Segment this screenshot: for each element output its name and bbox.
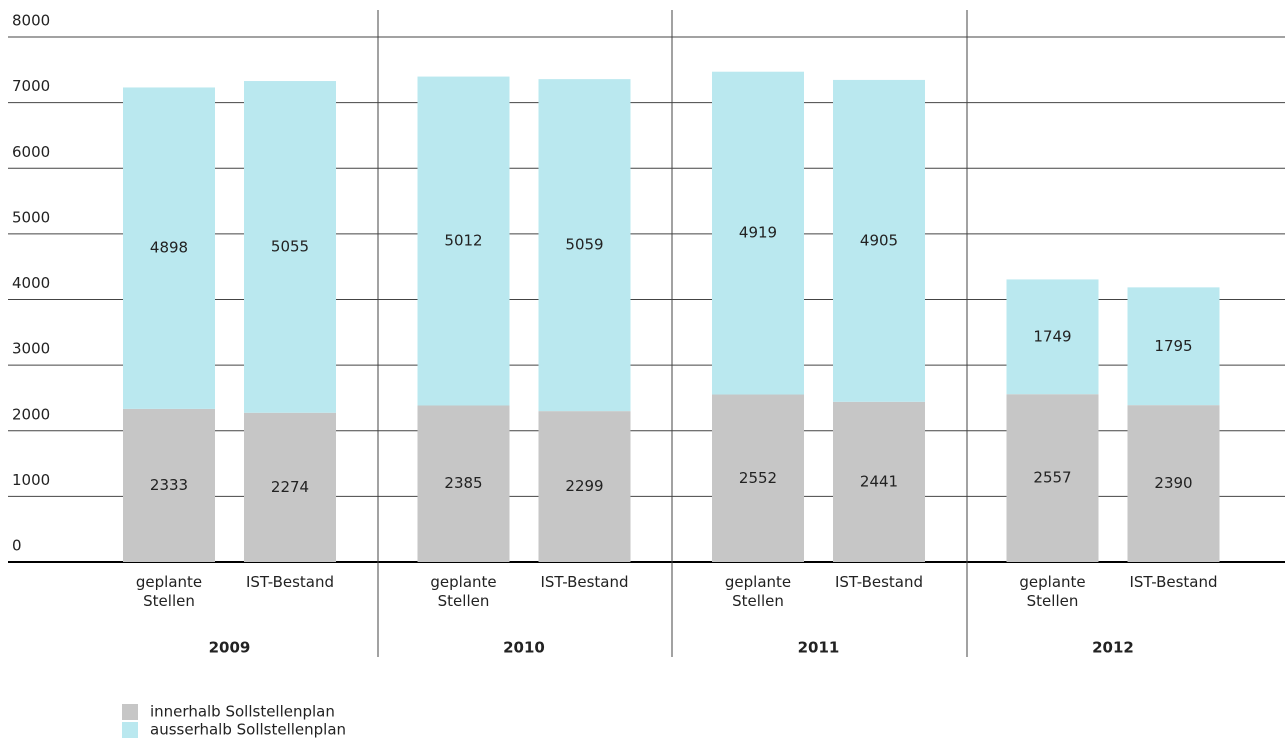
data-label: 5055 (271, 237, 309, 255)
bar-segment (833, 79, 925, 402)
data-label: 2552 (739, 469, 777, 487)
bar-segment (538, 411, 631, 562)
x-tick-label: geplante Stellen (430, 573, 497, 610)
y-tick-label: 1000 (12, 471, 50, 489)
x-tick-label: geplante Stellen (724, 573, 792, 610)
legend-swatch (122, 704, 138, 720)
bar-segment (833, 401, 925, 562)
group-label: 2009 (209, 639, 251, 657)
data-label: 2299 (565, 477, 603, 495)
x-tick-label: IST-Bestand (834, 573, 924, 591)
y-tick-label: 4000 (12, 274, 50, 292)
x-tick-label: IST-Bestand (1129, 573, 1218, 591)
data-label: 5012 (444, 232, 482, 250)
data-label: 2274 (271, 478, 309, 496)
x-tick-label: IST-Bestand (540, 573, 629, 591)
group-label: 2011 (798, 639, 840, 657)
y-tick-label: 3000 (12, 340, 50, 358)
y-tick-label: 7000 (12, 77, 50, 95)
x-tick-label: IST-Bestand (245, 573, 335, 591)
bar-segment (1006, 279, 1099, 395)
y-tick-label: 2000 (12, 405, 50, 423)
group-label: 2012 (1092, 639, 1134, 657)
x-tick-label: geplante Stellen (135, 573, 203, 610)
bar-segment (123, 408, 215, 562)
data-label: 2333 (150, 476, 188, 494)
data-label: 1795 (1154, 337, 1192, 355)
bar-segment (1127, 287, 1220, 406)
bar-segment (712, 394, 804, 562)
y-tick-label: 8000 (12, 12, 50, 30)
data-label: 2385 (444, 474, 482, 492)
y-tick-label: 6000 (12, 143, 50, 161)
legend-label: ausserhalb Sollstellenplan (150, 721, 346, 739)
data-label: 2441 (860, 472, 898, 490)
data-label: 4919 (739, 224, 777, 242)
y-tick-label: 5000 (12, 208, 50, 226)
data-label: 2557 (1033, 469, 1071, 487)
bar-segment (538, 79, 631, 412)
group-label: 2010 (503, 639, 545, 657)
bar-segment (1006, 394, 1099, 562)
legend-label: innerhalb Sollstellenplan (150, 703, 335, 721)
data-label: 5059 (565, 236, 603, 254)
bar-segment (417, 76, 510, 406)
data-label: 1749 (1033, 327, 1071, 345)
data-label: 2390 (1154, 474, 1192, 492)
bar-segment (244, 81, 336, 413)
bar-segment (417, 405, 510, 562)
x-tick-label: geplante Stellen (1019, 573, 1086, 610)
data-label: 4905 (860, 231, 898, 249)
bar-segment (123, 87, 215, 409)
bar-segment (712, 71, 804, 395)
legend-swatch (122, 722, 138, 738)
data-label: 4898 (150, 239, 188, 257)
y-tick-label: 0 (12, 537, 22, 555)
bar-segment (1127, 405, 1220, 562)
bar-segment (244, 412, 336, 562)
